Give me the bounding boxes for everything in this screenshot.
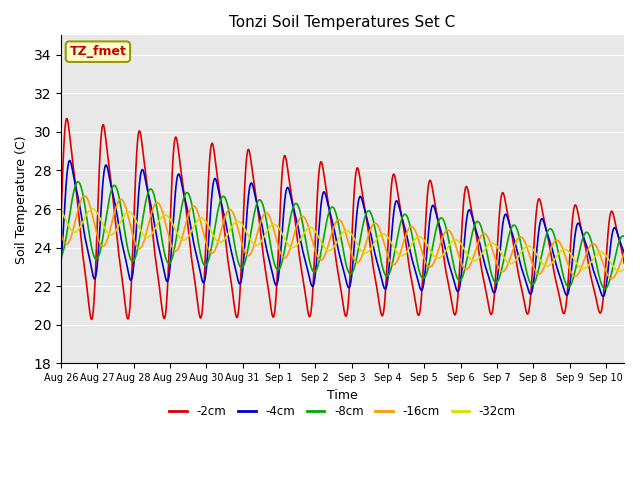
Line: -4cm: -4cm (61, 161, 624, 297)
-4cm (313, 252, 321, 258)
-8cm (57, 254, 65, 260)
-16cm (57, 230, 65, 236)
Line: -32cm: -32cm (61, 209, 624, 271)
Title: Tonzi Soil Temperatures Set C: Tonzi Soil Temperatures Set C (230, 15, 456, 30)
-4cm (376, 268, 383, 274)
Line: -16cm: -16cm (61, 196, 624, 278)
-2cm (63, 116, 70, 121)
-32cm (620, 266, 628, 272)
-16cm (301, 215, 308, 221)
-16cm (376, 227, 383, 232)
Line: -2cm: -2cm (61, 119, 624, 319)
Line: -8cm: -8cm (61, 182, 624, 289)
-2cm (314, 196, 321, 202)
-32cm (88, 206, 96, 212)
Legend: -2cm, -4cm, -8cm, -16cm, -32cm: -2cm, -4cm, -8cm, -16cm, -32cm (164, 401, 520, 423)
-8cm (329, 204, 337, 210)
-16cm (616, 262, 623, 268)
-8cm (601, 286, 609, 292)
-8cm (502, 249, 509, 254)
-2cm (376, 305, 384, 311)
-4cm (301, 255, 308, 261)
-4cm (329, 219, 337, 225)
-32cm (301, 229, 308, 235)
-32cm (376, 232, 383, 238)
-32cm (616, 268, 623, 274)
-8cm (313, 265, 321, 271)
-2cm (502, 200, 509, 205)
-4cm (620, 250, 628, 256)
-16cm (81, 193, 88, 199)
-4cm (66, 158, 74, 164)
Y-axis label: Soil Temperature (C): Soil Temperature (C) (15, 135, 28, 264)
X-axis label: Time: Time (327, 389, 358, 402)
-8cm (301, 232, 308, 238)
-32cm (57, 207, 65, 213)
-16cm (620, 251, 628, 256)
-2cm (301, 288, 308, 293)
-4cm (616, 238, 623, 244)
-8cm (376, 252, 383, 257)
-4cm (599, 294, 607, 300)
-4cm (57, 260, 65, 265)
-32cm (616, 268, 623, 274)
-8cm (616, 237, 623, 243)
-32cm (329, 246, 337, 252)
Text: TZ_fmet: TZ_fmet (70, 45, 126, 58)
-2cm (620, 260, 628, 266)
-8cm (74, 179, 82, 185)
-4cm (502, 211, 509, 217)
-2cm (57, 216, 65, 222)
-2cm (88, 316, 95, 322)
-2cm (616, 239, 623, 245)
-16cm (313, 253, 321, 259)
-16cm (329, 228, 337, 234)
-8cm (620, 234, 628, 240)
-16cm (502, 267, 509, 273)
-32cm (502, 257, 509, 263)
-16cm (608, 276, 616, 281)
-2cm (329, 230, 337, 236)
-32cm (313, 231, 321, 237)
